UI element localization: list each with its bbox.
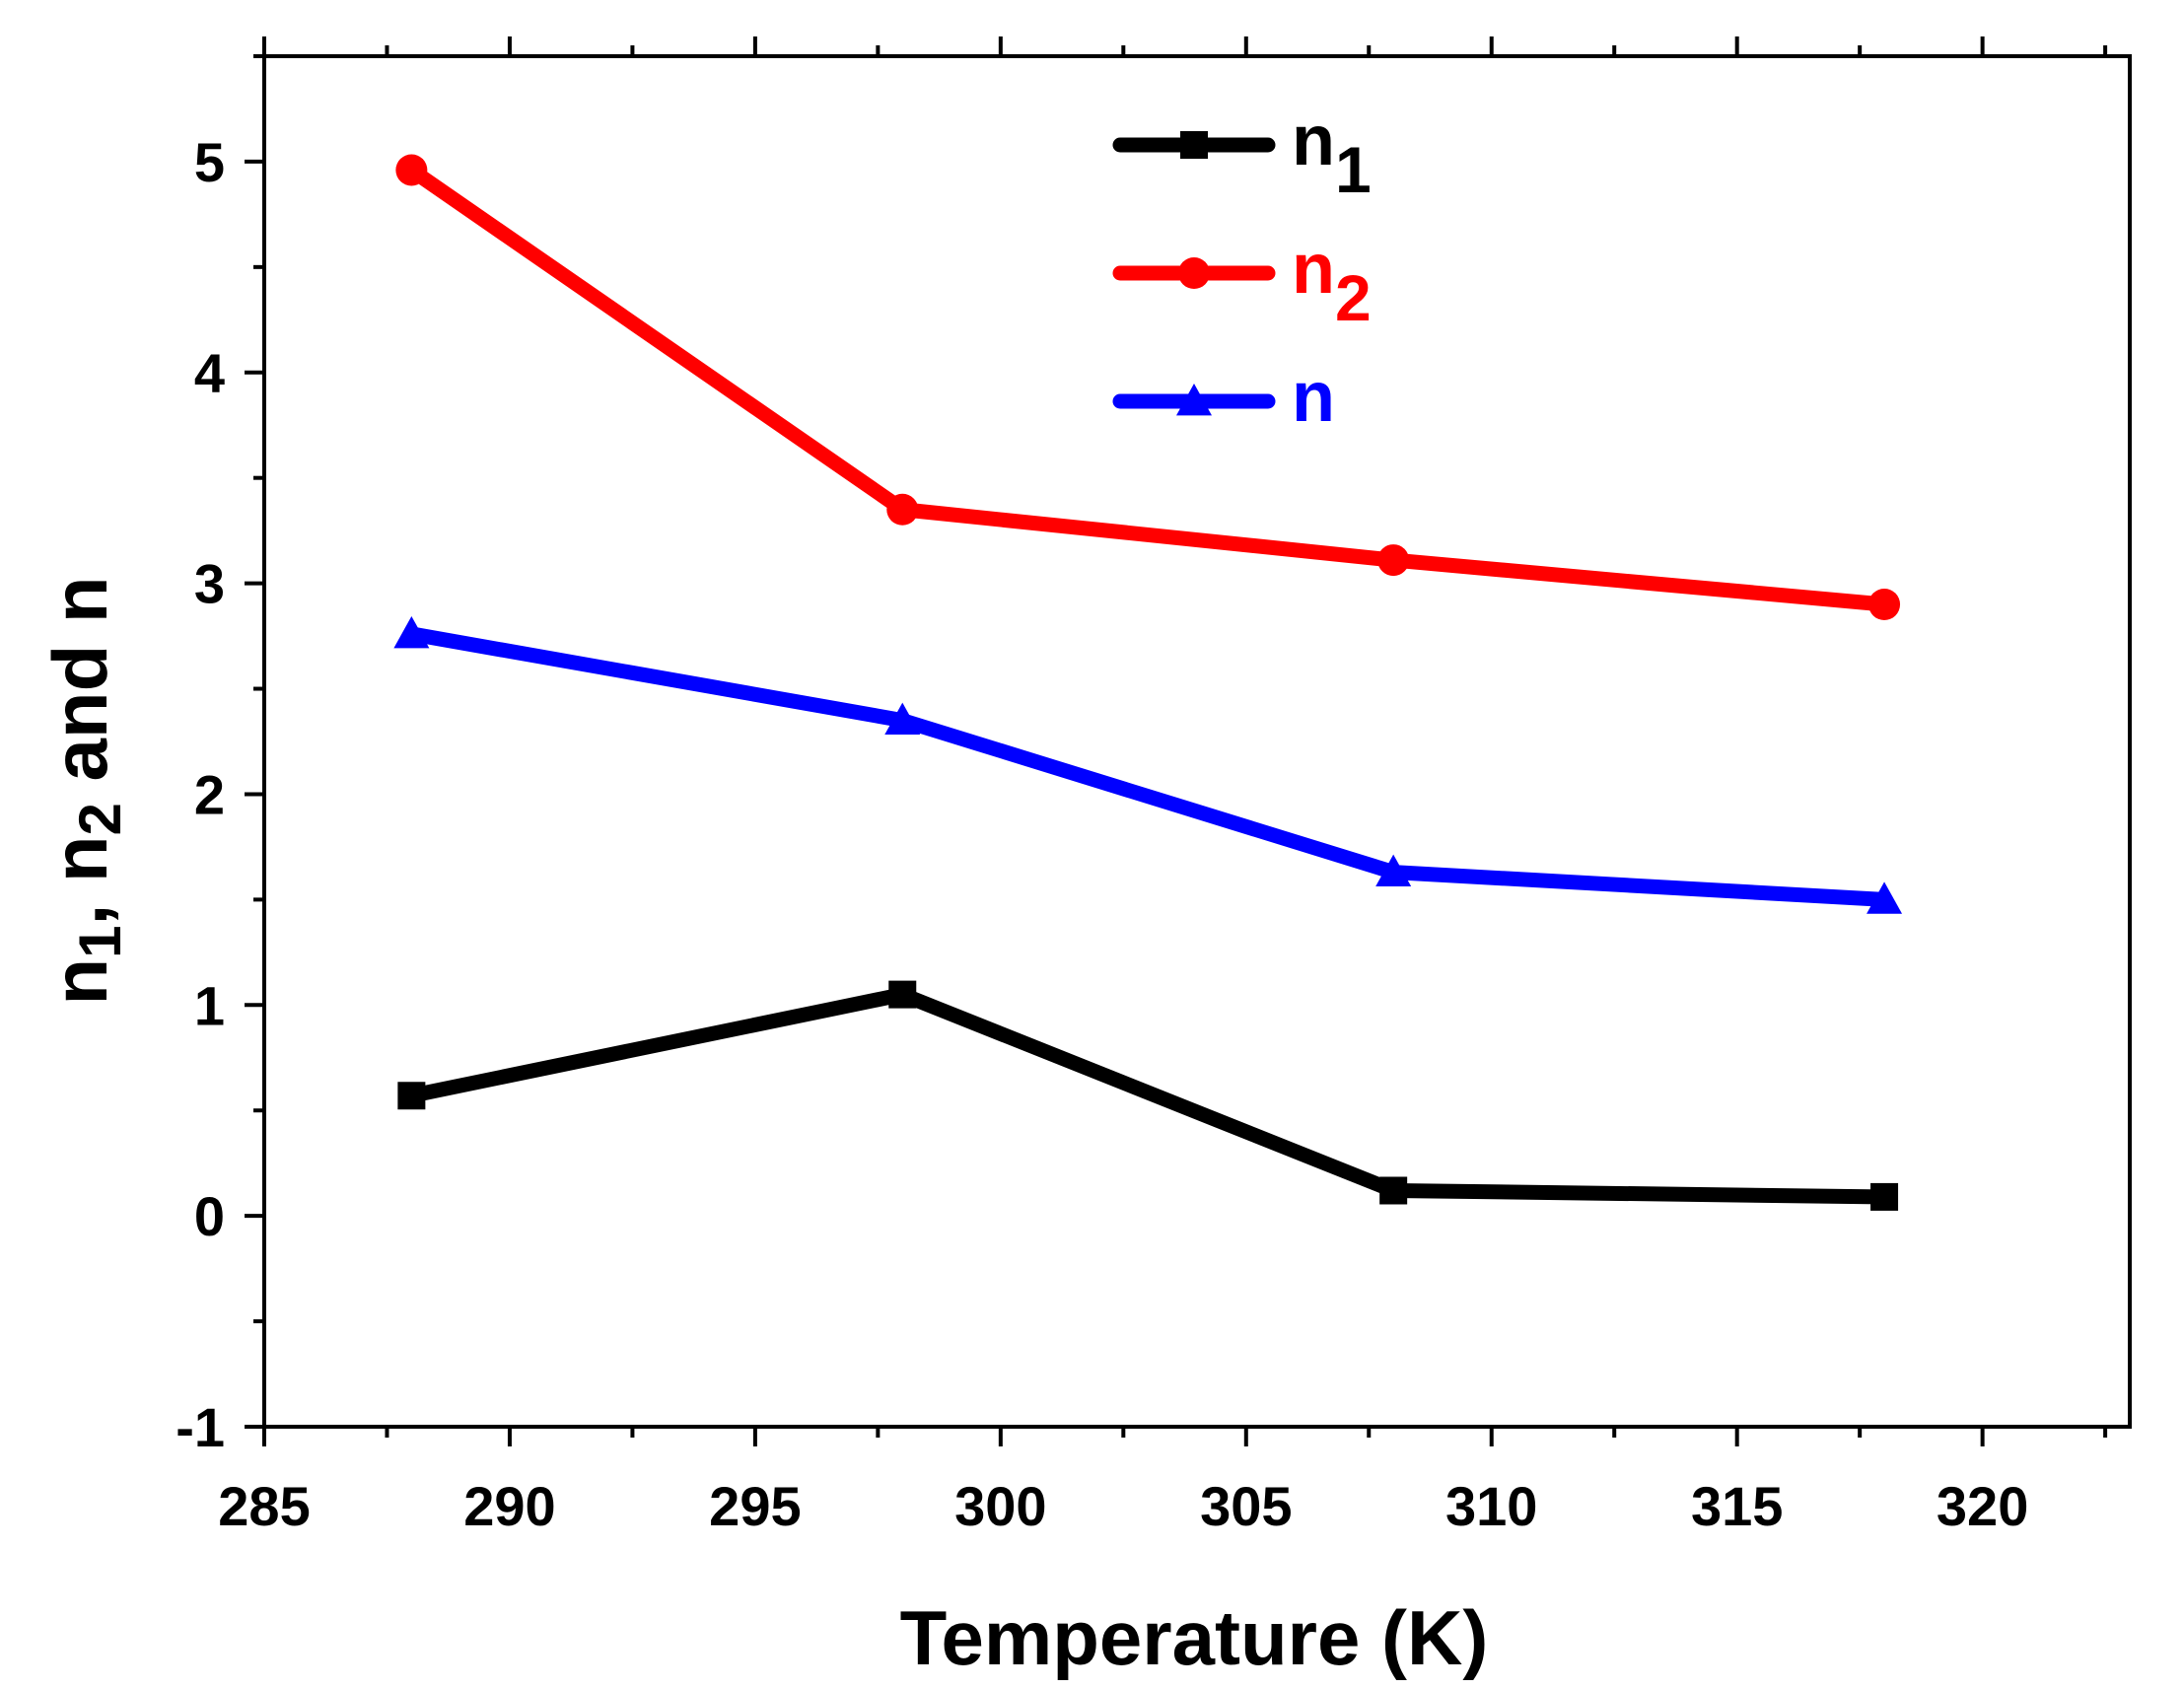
series-1 [397,980,1899,1211]
x-tick-label: 305 [1200,1475,1292,1537]
data-point-marker [886,493,919,526]
legend-entry-3: n [1112,358,1335,437]
data-point-marker [1178,257,1210,289]
y-tick-label: 0 [194,1185,225,1247]
y-axis-title: n1, n2 and n [36,576,133,1005]
legend-label: n2 [1292,230,1372,334]
data-point-marker [1867,881,1903,914]
data-point-marker [1180,131,1208,159]
series-3 [393,615,1903,914]
series-line [403,987,1892,1205]
axes-layer: 285 290 295 300 305 310 315 320 -1 0 1 2 3 4 5 [176,36,2132,1537]
y-tick-label: 1 [194,974,225,1036]
data-point-marker [393,615,430,649]
legend: n1 n2 n [1112,102,1372,437]
y-tick-label: 5 [194,131,225,193]
series-layer [393,154,1903,1211]
data-point-marker [888,980,917,1009]
legend-entry-2: n2 [1112,230,1372,334]
data-point-marker [1868,589,1901,620]
x-tick-label: 290 [463,1475,555,1537]
data-point-marker [1375,854,1412,886]
data-point-marker [1377,544,1410,577]
y-tick-label: 2 [194,763,225,825]
legend-label: n1 [1292,102,1372,206]
data-point-marker [397,1082,426,1110]
data-point-marker [1379,1176,1408,1205]
legend-label: n [1292,358,1335,437]
x-tick-label: 320 [1937,1475,2028,1537]
data-point-marker [1870,1182,1899,1211]
legend-entry-1: n1 [1112,102,1372,206]
x-axis-title: Temperature (K) [900,1594,1489,1681]
series-2 [395,154,1901,620]
data-point-marker [1176,384,1212,416]
plot-frame [262,54,2132,1429]
y-tick-label: 3 [194,553,225,615]
y-tick-label: -1 [176,1396,225,1458]
y-tick-label: 4 [194,342,225,404]
series-line [403,162,1892,612]
x-tick-label: 285 [218,1475,310,1537]
x-tick-label: 310 [1445,1475,1537,1537]
data-point-marker [884,702,921,736]
x-tick-label: 295 [709,1475,801,1537]
series-line [403,626,1892,907]
x-tick-label: 315 [1691,1475,1783,1537]
x-tick-label: 300 [954,1475,1046,1537]
data-point-marker [395,154,428,186]
